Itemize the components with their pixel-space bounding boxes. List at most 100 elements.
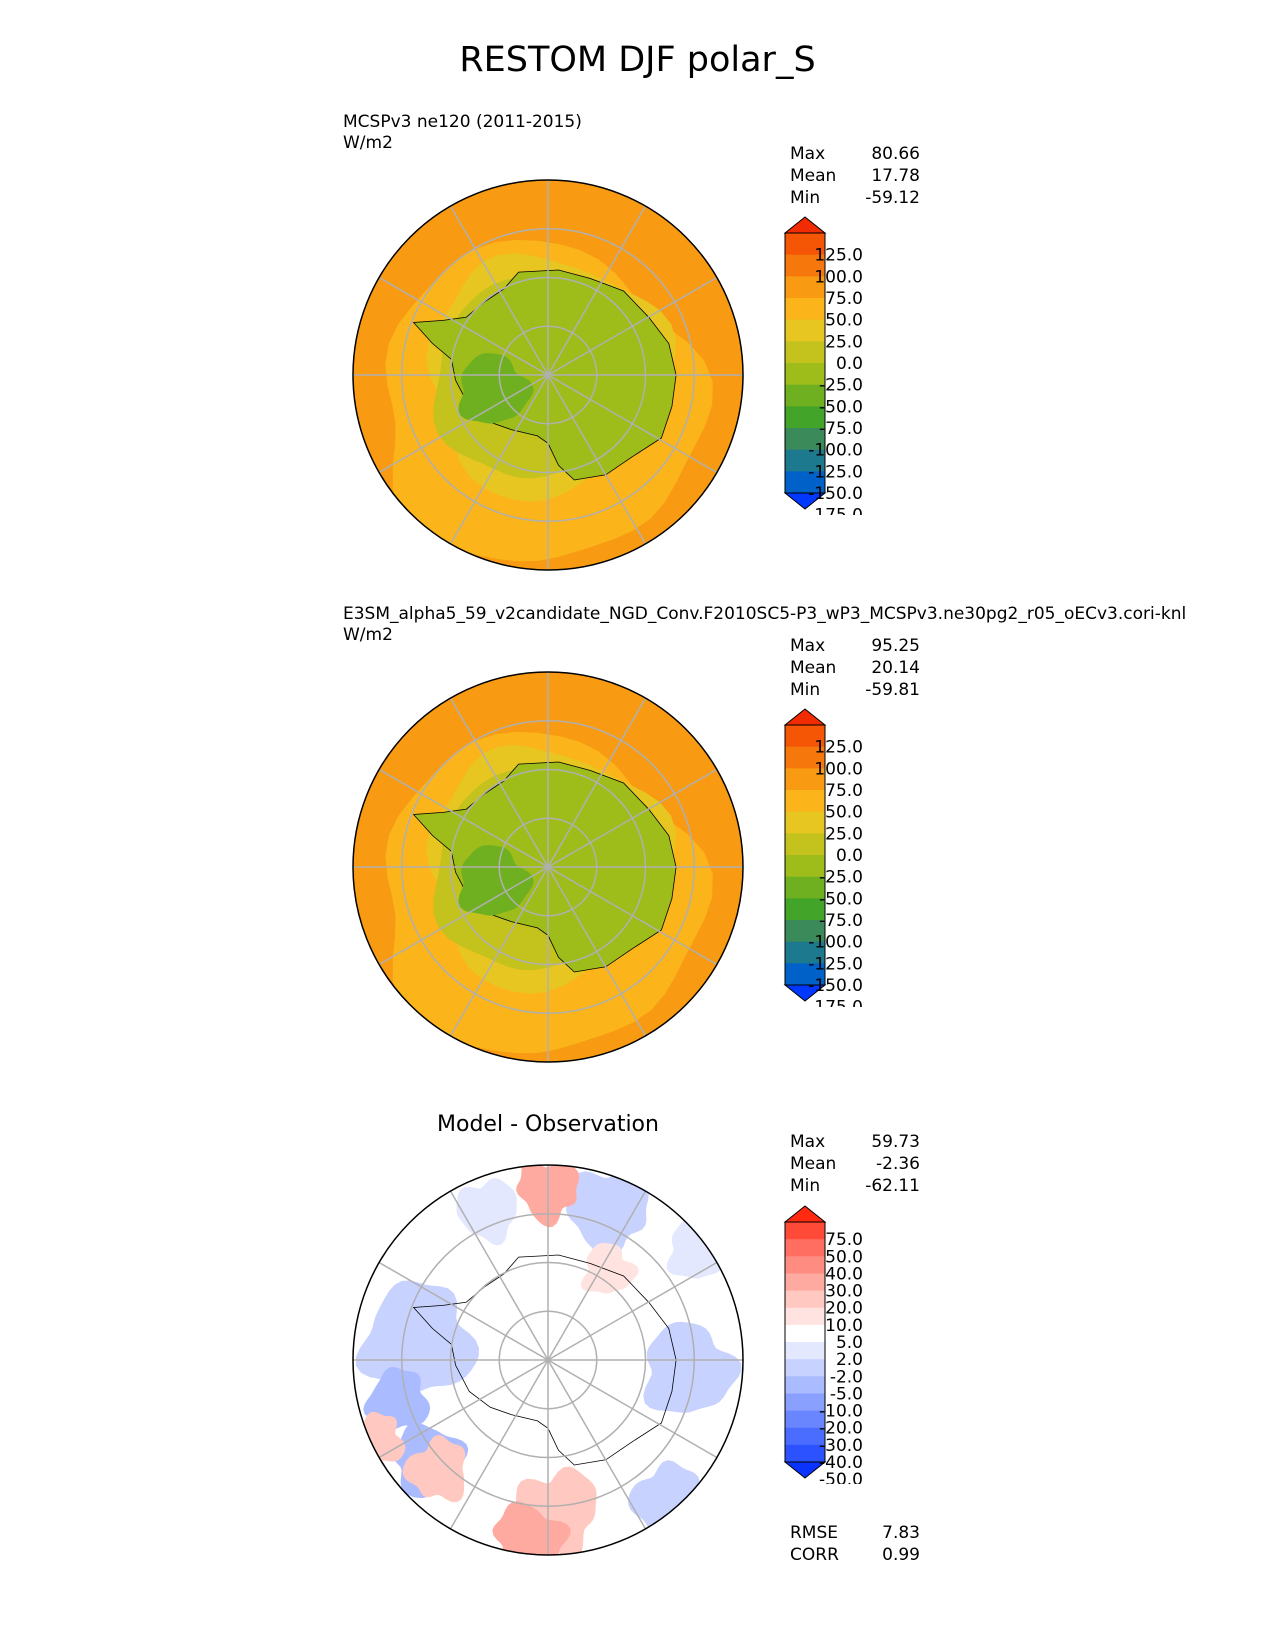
metric-value: 0.99 <box>882 1545 920 1565</box>
stat-label: Max <box>790 144 826 164</box>
stat-row: Min -59.12 <box>790 187 920 209</box>
stat-row: Mean 20.14 <box>790 657 920 679</box>
panel3-colorbar: 75.050.040.030.020.010.05.02.0-2.0-5.0-1… <box>783 1205 863 1484</box>
colorbar-tick-label: 75.0 <box>825 1230 863 1250</box>
stat-row: Max 80.66 <box>790 143 920 165</box>
colorbar-segment <box>785 1359 825 1377</box>
colorbar-segment <box>785 790 825 813</box>
colorbar-tick-label: -25.0 <box>819 868 863 888</box>
panel1-polar-map <box>352 179 744 571</box>
stat-row: Max 95.25 <box>790 635 920 657</box>
colorbar-segment <box>785 1393 825 1412</box>
colorbar-tick-label: 2.0 <box>836 1350 863 1370</box>
stat-label: Min <box>790 680 821 700</box>
colorbar-segment <box>785 1307 825 1326</box>
stat-value: 20.14 <box>871 658 920 678</box>
colorbar-extend-max <box>783 1205 827 1223</box>
metric-row: RMSE 7.83 <box>790 1522 920 1544</box>
stat-row: Mean 17.78 <box>790 165 920 187</box>
panel2-colorbar: 125.0100.075.050.025.00.0-25.0-50.0-75.0… <box>783 708 863 1007</box>
stat-label: Mean <box>790 658 837 678</box>
colorbar-segment <box>785 471 825 494</box>
colorbar-segment <box>785 406 825 429</box>
colorbar-tick-label: -20.0 <box>819 1419 863 1439</box>
map-field <box>353 1165 743 1555</box>
colorbar-tick-label: 100.0 <box>814 759 863 779</box>
negative-anomaly <box>566 1171 649 1258</box>
colorbar-segment <box>785 811 825 834</box>
negative-anomaly <box>363 1366 431 1430</box>
colorbar-tick-label: 25.0 <box>825 824 863 844</box>
colorbar-tick-label: 20.0 <box>825 1299 863 1319</box>
figure-title: RESTOM DJF polar_S <box>459 40 816 80</box>
colorbar-tick-label: 125.0 <box>814 246 863 266</box>
colorbar-segment <box>785 898 825 921</box>
colorbar-segment <box>785 363 825 386</box>
colorbar-tick-label: -75.0 <box>819 911 863 931</box>
colorbar-segment <box>785 1342 825 1360</box>
colorbar-segment <box>785 276 825 299</box>
colorbar-tick-label: -50.0 <box>819 1470 863 1484</box>
colorbar-extend-max <box>783 216 827 234</box>
colorbar-frame <box>784 232 826 494</box>
map-boundary <box>352 1164 744 1556</box>
panel1-title-text: MCSPv3 ne120 (2011-2015) <box>343 112 582 132</box>
stat-value: 80.66 <box>871 144 920 164</box>
metric-label: CORR <box>790 1545 839 1565</box>
stat-row: Min -62.11 <box>790 1175 920 1197</box>
panel3-stats: Max 59.73 Mean -2.36 Min -62.11 <box>790 1131 920 1197</box>
longitude-gridline <box>378 1261 718 1459</box>
stat-row: Max 59.73 <box>790 1131 920 1153</box>
colorbar-tick-label: -75.0 <box>819 419 863 439</box>
colorbar-tick-label: -100.0 <box>808 933 863 953</box>
colorbar-tick-label: 50.0 <box>825 311 863 331</box>
stat-value: 59.73 <box>871 1132 920 1152</box>
colorbar-tick-label: 50.0 <box>825 1247 863 1267</box>
metric-row: CORR 0.99 <box>790 1544 920 1566</box>
panel1-stats: Max 80.66 Mean 17.78 Min -59.12 <box>790 143 920 209</box>
west-antarctica-region <box>458 353 534 424</box>
colorbar-segment <box>785 341 825 364</box>
colorbar-segment <box>785 920 825 943</box>
colorbar-segment <box>785 876 825 899</box>
stat-label: Max <box>790 636 826 656</box>
colorbar-tick-label: 10.0 <box>825 1316 863 1336</box>
colorbar-segment <box>785 1222 825 1240</box>
panel1-title: MCSPv3 ne120 (2011-2015) W/m2 <box>343 112 582 154</box>
panel2-units: W/m2 <box>343 625 393 645</box>
colorbar-segment <box>785 725 825 748</box>
stat-value: -2.36 <box>876 1154 920 1174</box>
colorbar-segment <box>785 1273 825 1292</box>
positive-anomaly <box>402 1434 466 1503</box>
map-field <box>353 180 743 570</box>
colorbar-segment <box>785 746 825 769</box>
stat-value: -59.81 <box>865 680 920 700</box>
colorbar-tick-label: 5.0 <box>836 1333 863 1353</box>
colorbar-tick-label: -175.0 <box>808 506 863 515</box>
colorbar-segment <box>785 449 825 472</box>
colorbar-tick-label: 25.0 <box>825 332 863 352</box>
stat-label: Max <box>790 1132 826 1152</box>
colorbar-segment <box>785 855 825 878</box>
stat-label: Mean <box>790 1154 837 1174</box>
colorbar-tick-label: -125.0 <box>808 954 863 974</box>
colorbar-segment <box>785 963 825 986</box>
map-boundary <box>352 179 744 571</box>
colorbar-tick-label: -150.0 <box>808 976 863 996</box>
colorbar-tick-label: 75.0 <box>825 289 863 309</box>
panel3-difference-map <box>352 1164 744 1556</box>
panel3-metrics: RMSE 7.83 CORR 0.99 <box>790 1522 920 1566</box>
colorbar-segment <box>785 1239 825 1257</box>
stat-value: 17.78 <box>871 166 920 186</box>
positive-anomaly <box>580 1243 639 1294</box>
colorbar-segment <box>785 833 825 856</box>
stat-label: Min <box>790 188 821 208</box>
panel3-title: Model - Observation <box>437 1112 659 1137</box>
stat-value: -62.11 <box>865 1176 920 1196</box>
colorbar-tick-label: -125.0 <box>808 462 863 482</box>
colorbar-segment <box>785 319 825 342</box>
colorbar-segment <box>785 1410 825 1429</box>
stat-value: 95.25 <box>871 636 920 656</box>
stat-row: Min -59.81 <box>790 679 920 701</box>
panel2-stats: Max 95.25 Mean 20.14 Min -59.81 <box>790 635 920 701</box>
